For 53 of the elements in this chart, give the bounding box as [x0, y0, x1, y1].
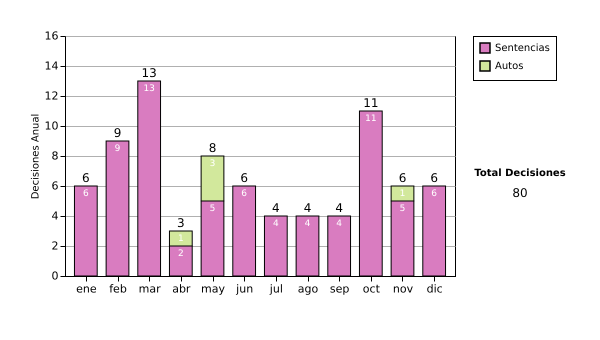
x-tick-label: ago	[298, 282, 318, 296]
y-tick-label: 6	[52, 180, 58, 192]
data-label: 4	[272, 219, 279, 229]
data-label: 6	[241, 189, 248, 199]
y-axis-title: Decisiones Anual	[30, 114, 42, 200]
total-label: 6	[82, 171, 90, 185]
data-label: 13	[143, 84, 155, 94]
x-tick-label: abr	[172, 282, 191, 296]
y-tick-label: 16	[44, 30, 58, 42]
total-label: 3	[177, 216, 185, 230]
y-tick-label: 12	[44, 90, 58, 102]
total-label: 4	[335, 201, 343, 215]
total-label: 6	[240, 171, 248, 185]
total-label: 9	[114, 126, 122, 140]
x-tick-label: feb	[109, 282, 127, 296]
total-label: 6	[430, 171, 438, 185]
y-tick-label: 0	[52, 270, 58, 282]
y-tick-label: 4	[52, 210, 58, 222]
data-label: 4	[304, 219, 311, 229]
data-label: 5	[400, 204, 406, 214]
y-tick-label: 2	[52, 240, 58, 252]
text: 80	[512, 186, 528, 200]
y-tick-label: 8	[52, 150, 58, 162]
total-label: 8	[208, 141, 216, 155]
legend-label: Autos	[495, 61, 524, 72]
total-label: 6	[398, 171, 406, 185]
total-label: 11	[363, 96, 378, 110]
x-tick-label: oct	[362, 282, 381, 296]
data-label: 11	[365, 114, 377, 124]
text: Total Decisiones	[474, 168, 566, 179]
x-tick-label: nov	[392, 282, 414, 296]
data-label: 3	[210, 159, 216, 169]
total-label: 4	[272, 201, 280, 215]
data-label: 4	[336, 219, 342, 229]
x-tick-label: ene	[76, 282, 97, 296]
x-tick-label: dic	[426, 282, 443, 296]
data-label: 1	[178, 234, 184, 244]
x-tick-label: may	[201, 282, 226, 296]
total-label: 13	[142, 66, 157, 80]
y-tick-label: 10	[44, 120, 58, 132]
total-label: 4	[304, 201, 312, 215]
x-tick-label: mar	[138, 282, 162, 296]
x-tick-label: jun	[235, 282, 254, 296]
data-label: 5	[210, 204, 216, 214]
data-label: 6	[431, 189, 438, 199]
data-label: 2	[178, 249, 184, 259]
x-tick-label: jul	[268, 282, 283, 296]
data-label: 1	[400, 189, 406, 199]
legend-label: Sentencias	[495, 43, 550, 54]
x-tick-label: sep	[330, 282, 350, 296]
data-label: 6	[82, 189, 89, 199]
data-label: 9	[114, 144, 121, 154]
y-tick-label: 14	[44, 60, 58, 72]
